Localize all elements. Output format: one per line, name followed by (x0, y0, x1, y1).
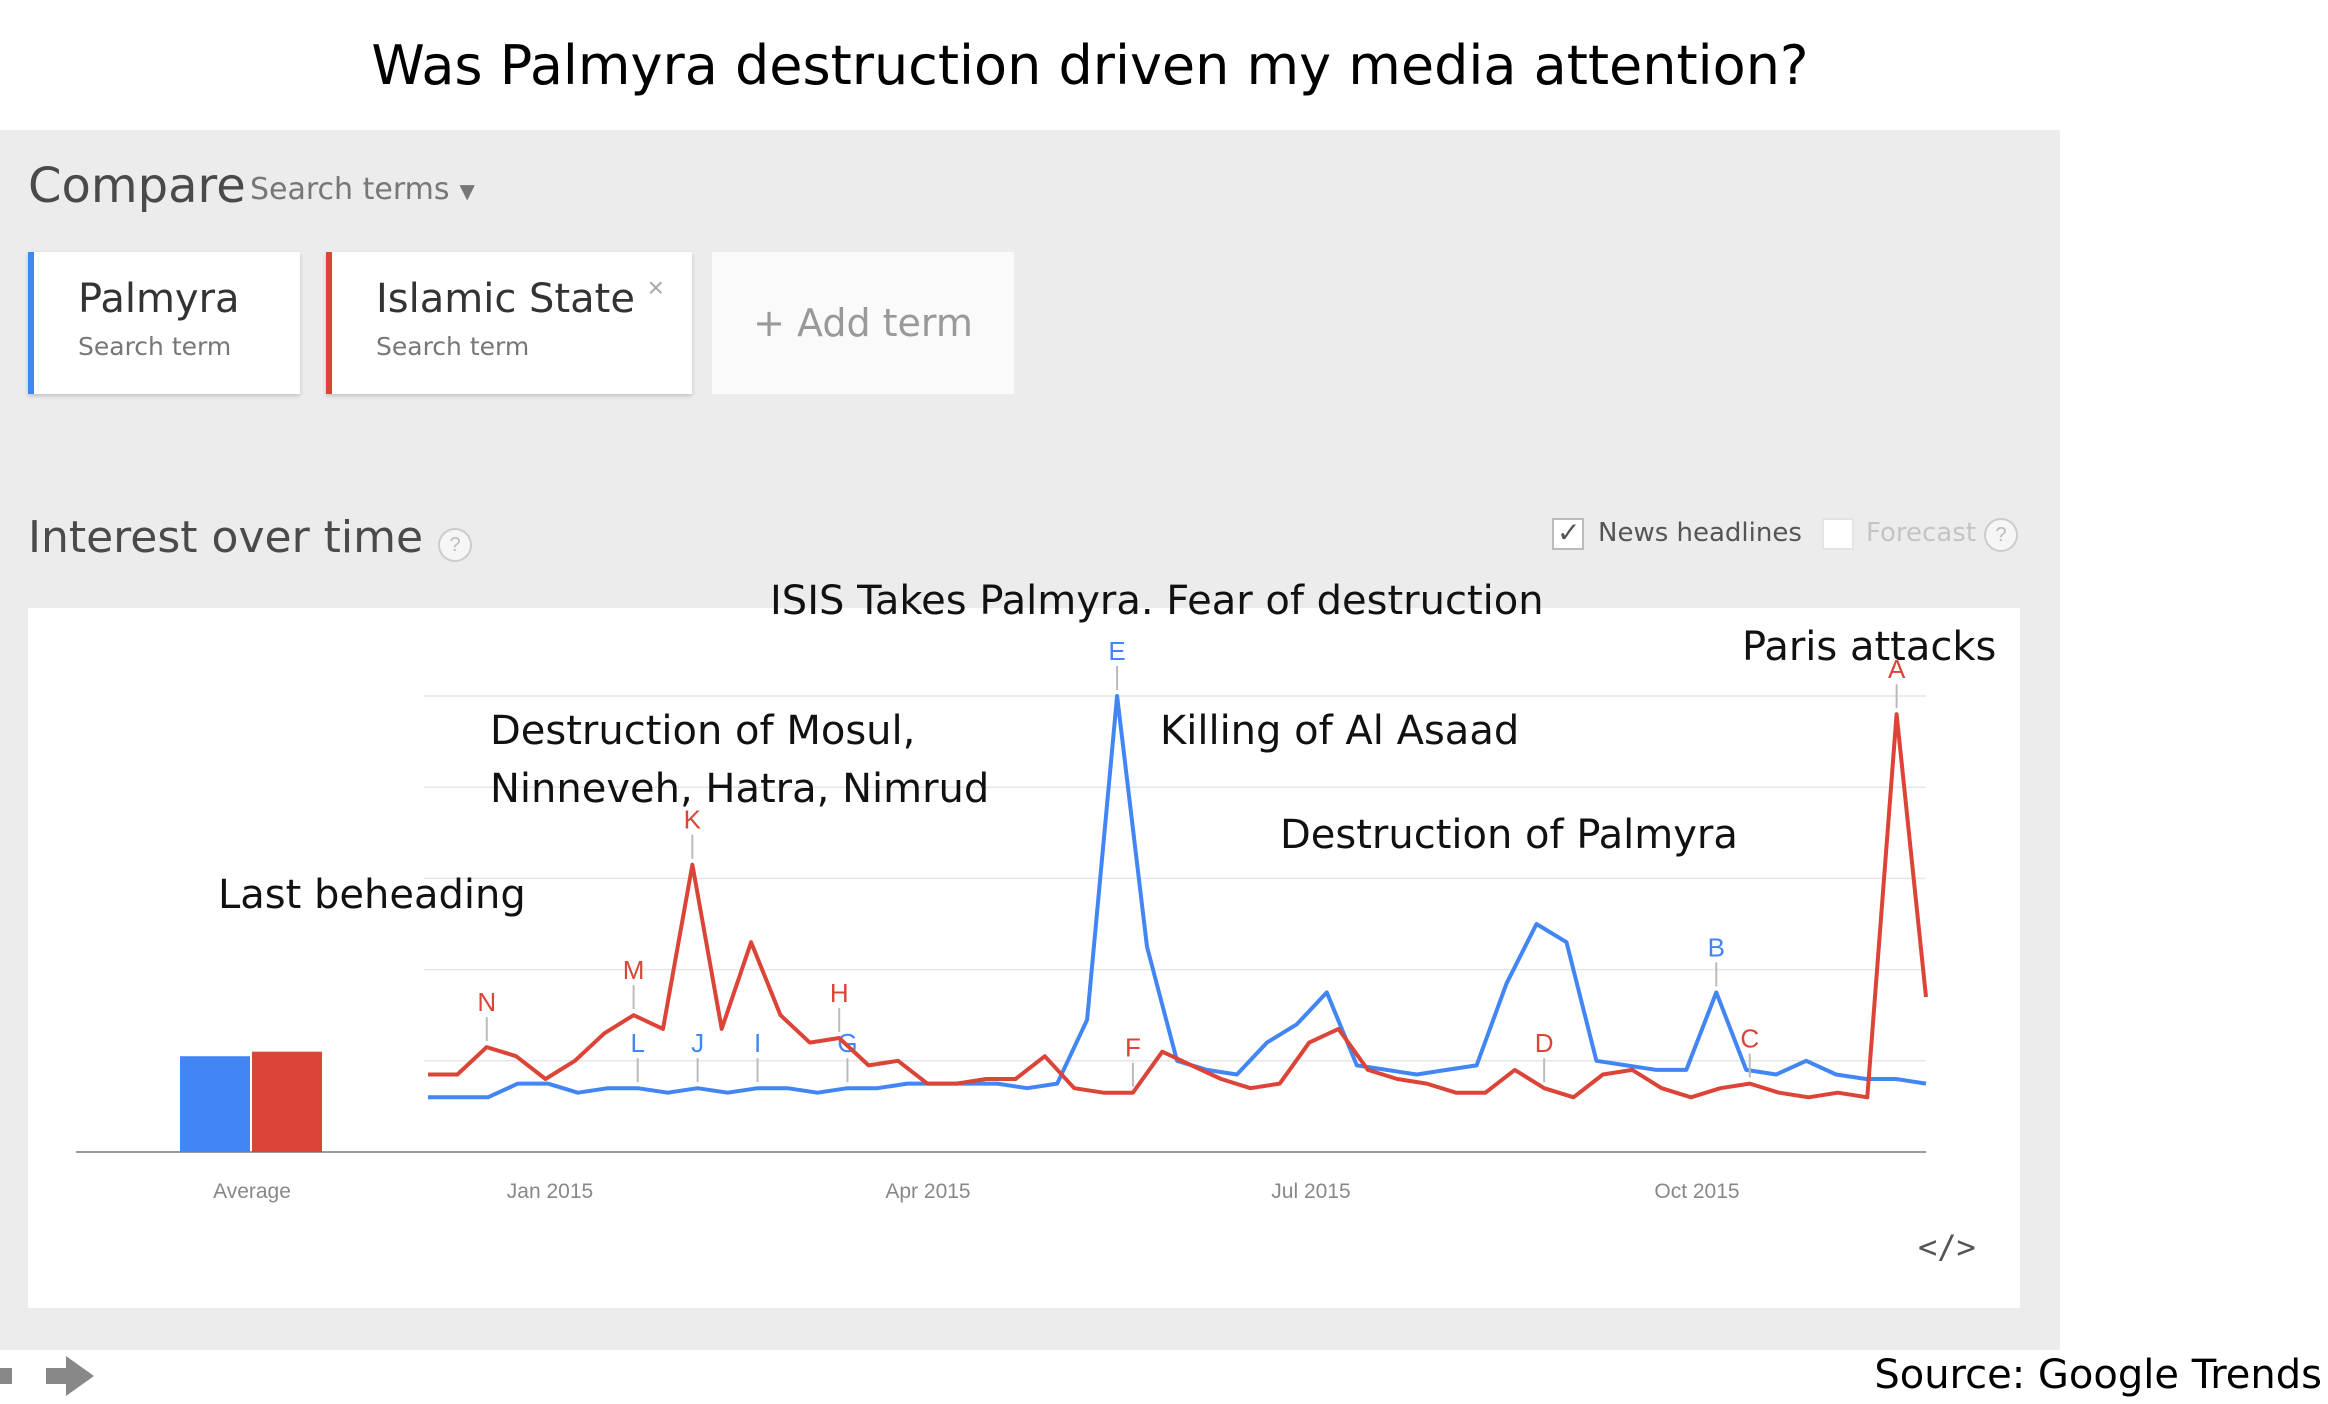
series-line (428, 694, 1927, 1100)
event-marker-k: K (684, 805, 702, 835)
term-name: Islamic State (376, 276, 635, 322)
annotation-mosul-line1: Destruction of Mosul, (490, 708, 916, 754)
term-subtitle: Search term (78, 332, 232, 361)
trends-panel: Compare Search terms ▼ Palmyra Search ter… (0, 130, 2060, 1350)
forecast-checkbox[interactable] (1822, 518, 1854, 550)
annotation-destruction-of-palmyra: Destruction of Palmyra (1280, 812, 1738, 858)
x-tick-label: Oct 2015 (1654, 1180, 1739, 1203)
forecast-label: Forecast (1866, 518, 1977, 548)
source-credit: Source: Google Trends (1874, 1352, 2322, 1398)
search-terms-dropdown[interactable]: Search terms ▼ (250, 172, 475, 207)
event-marker-j: J (691, 1028, 704, 1058)
news-headlines-label: News headlines (1598, 518, 1802, 548)
checkmark-icon: ✓ (1557, 517, 1581, 548)
x-tick-label: Jan 2015 (507, 1180, 593, 1203)
event-marker-i: I (754, 1028, 761, 1058)
news-headlines-checkbox[interactable]: ✓ (1552, 517, 1584, 550)
average-bar (252, 1051, 322, 1152)
slide-title: Was Palmyra destruction driven my media … (371, 34, 1809, 97)
forecast-help-icon[interactable]: ? (1984, 518, 2018, 552)
event-marker-h: H (830, 978, 849, 1008)
x-tick-label: Apr 2015 (885, 1180, 970, 1203)
x-tick-label: Jul 2015 (1271, 1180, 1350, 1203)
term-subtitle: Search term (376, 332, 530, 361)
add-term-button[interactable]: + Add term (712, 252, 1014, 394)
average-bar (180, 1056, 250, 1152)
arrow-left-icon[interactable] (0, 1368, 12, 1384)
event-marker-f: F (1125, 1033, 1141, 1063)
trends-chart: Average Jan 2015 Apr 2015 Jul 2015 Oct 2015 L… (76, 636, 1928, 1203)
arrow-right-icon[interactable] (46, 1356, 94, 1396)
help-icon[interactable]: ? (438, 528, 472, 562)
term-card-palmyra[interactable]: Palmyra Search term (28, 252, 300, 394)
search-terms-label: Search terms (250, 172, 450, 207)
chart-area: Average Jan 2015 Apr 2015 Jul 2015 Oct 2015 L… (28, 608, 2020, 1308)
event-marker-l: L (630, 1028, 644, 1058)
term-name: Palmyra (78, 276, 240, 322)
event-marker-m: M (623, 955, 645, 985)
event-marker-b: B (1708, 932, 1725, 962)
annotation-al-asaad: Killing of Al Asaad (1160, 708, 1520, 754)
annotation-last-beheading: Last beheading (218, 872, 526, 918)
event-marker-d: D (1535, 1028, 1554, 1058)
event-marker-n: N (477, 987, 496, 1017)
embed-code-icon[interactable]: </> (1918, 1228, 1976, 1266)
annotation-mosul-line2: Ninneveh, Hatra, Nimrud (490, 766, 990, 812)
annotation-paris-attacks: Paris attacks (1742, 624, 1997, 670)
x-tick-label: Average (213, 1180, 291, 1203)
term-card-islamic-state[interactable]: Islamic State Search term × (326, 252, 692, 394)
caret-down-icon: ▼ (459, 178, 475, 203)
annotation-isis-takes-palmyra: ISIS Takes Palmyra. Fear of destruction (770, 578, 1544, 624)
slide-navigation (0, 1356, 94, 1396)
event-marker-c: C (1740, 1024, 1759, 1054)
close-icon[interactable]: × (647, 272, 664, 303)
event-marker-a: A (1888, 654, 1906, 684)
event-marker-e: E (1108, 636, 1125, 666)
series-line (428, 712, 1928, 1100)
compare-label: Compare (28, 158, 246, 214)
interest-over-time-title: Interest over time (28, 512, 424, 563)
